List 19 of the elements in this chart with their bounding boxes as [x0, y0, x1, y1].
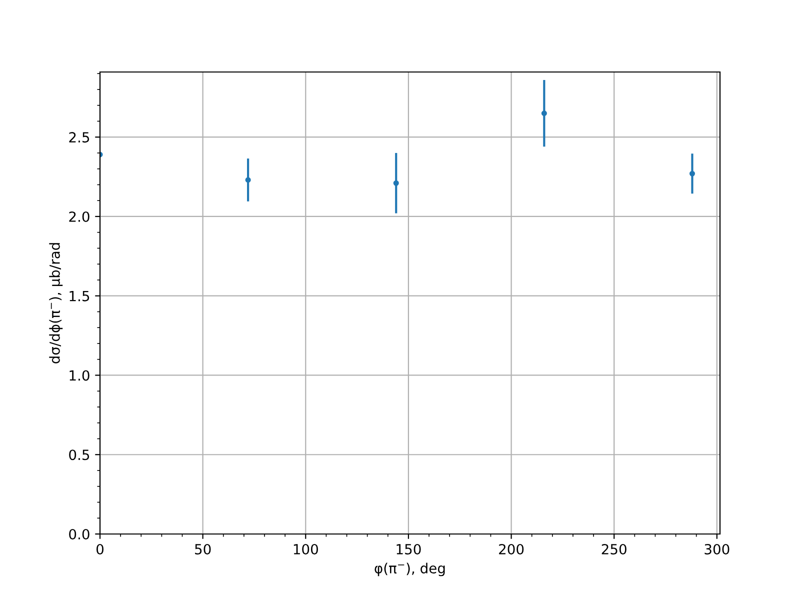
y-tick-label: 0.0 [69, 528, 90, 540]
y-tick-label: 2.0 [69, 211, 90, 222]
x-axis-title: φ(π$^{−}$), deg [374, 562, 445, 576]
x-tick-label: 250 [602, 544, 626, 554]
x-tick-label: 300 [704, 544, 730, 554]
x-tick-label: 50 [195, 544, 211, 554]
x-tick-label: 150 [396, 544, 421, 554]
y-tick-label: 0.5 [69, 450, 90, 460]
y-tick-label: 1.0 [70, 370, 90, 381]
y-tick-label: 2.5 [69, 132, 90, 143]
x-tick-label: 0 [96, 544, 104, 554]
point [689, 170, 696, 176]
x-tick-label: 100 [294, 544, 318, 554]
x-tick-label: 200 [499, 544, 524, 554]
y-tick-label: 1.5 [70, 291, 90, 302]
point [245, 177, 251, 183]
y-axis-title: dσ/dϕ(π$^{−}$), μb/rad [49, 243, 63, 364]
point [393, 180, 399, 186]
point [541, 110, 547, 116]
